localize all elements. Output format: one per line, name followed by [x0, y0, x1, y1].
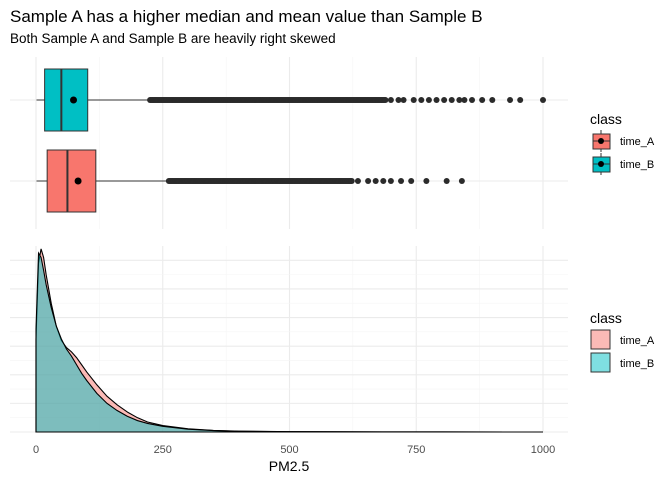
outlier-point	[400, 97, 407, 103]
outlier-point	[469, 97, 476, 103]
box-time_A	[46, 149, 97, 213]
boxplot-panel	[10, 57, 568, 229]
legend-density: class time_A time_B	[590, 310, 655, 373]
x-axis-title: PM2.5	[269, 458, 310, 474]
legend-label: time_B	[620, 159, 654, 171]
legend-label: time_B	[620, 358, 654, 370]
outlier-point	[418, 97, 425, 103]
legend-label: time_A	[620, 136, 655, 148]
x-axis-ticks: 0 250 500 750 1000	[33, 444, 555, 456]
outlier-point	[410, 97, 417, 103]
outlier-point	[354, 178, 361, 184]
outlier-point	[461, 97, 468, 103]
outlier-point	[382, 97, 389, 103]
x-tick-label: 1000	[531, 444, 555, 456]
outlier-point	[425, 97, 432, 103]
legend-title: class	[590, 111, 622, 127]
density-panel	[10, 246, 568, 433]
mean-point	[74, 177, 82, 185]
x-tick-label: 250	[154, 444, 172, 456]
legend-key-mean	[598, 161, 604, 167]
outlier-point	[387, 97, 394, 103]
x-tick-label: 750	[407, 444, 425, 456]
outlier-point	[398, 178, 405, 184]
legend-title: class	[590, 310, 622, 326]
outlier-point	[372, 178, 379, 184]
density-area-time_B	[35, 251, 544, 433]
outlier-band	[165, 178, 355, 184]
outlier-point	[387, 178, 394, 184]
x-tick-label: 0	[33, 444, 39, 456]
outlier-point	[456, 97, 463, 103]
legend-key-time_A	[590, 329, 611, 350]
outlier-point	[408, 178, 415, 184]
outlier-point	[489, 97, 496, 103]
outlier-point	[443, 178, 450, 184]
outlier-point	[540, 97, 546, 103]
outlier-point	[441, 97, 448, 103]
outlier-point	[517, 97, 524, 103]
outlier-point	[458, 178, 465, 184]
outlier-point	[348, 178, 355, 184]
outlier-point	[433, 97, 440, 103]
x-tick-label: 500	[280, 444, 298, 456]
chart-subtitle: Both Sample A and Sample B are heavily r…	[10, 31, 336, 46]
outlier-point	[423, 178, 430, 184]
legend-boxplot: class time_A time_B	[590, 111, 655, 175]
outlier-point	[365, 178, 372, 184]
outlier-point	[395, 97, 402, 103]
outlier-point	[380, 178, 387, 184]
chart-title: Sample A has a higher median and mean va…	[10, 7, 483, 26]
box-time_B	[44, 68, 89, 132]
legend-key-time_B	[590, 352, 611, 373]
legend-key-mean	[598, 138, 604, 144]
outlier-point	[479, 97, 486, 103]
outlier-band	[147, 97, 389, 103]
outlier-point	[507, 97, 514, 103]
mean-point	[70, 96, 78, 104]
legend-label: time_A	[620, 335, 655, 347]
outlier-point	[448, 97, 455, 103]
